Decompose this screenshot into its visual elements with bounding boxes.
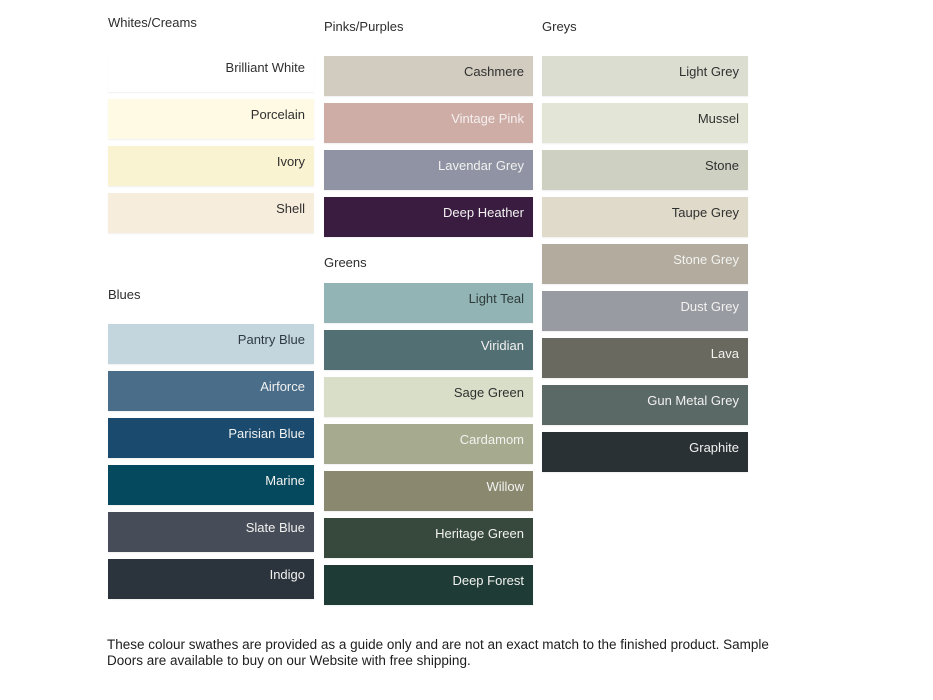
- colour-group-whites-creams: Whites/Creams Brilliant White Porcelain Ivo…: [108, 16, 314, 233]
- swatch-deep-forest: Deep Forest: [324, 565, 533, 605]
- swatch-label: Lava: [710, 346, 739, 361]
- swatch-label: Airforce: [260, 379, 305, 394]
- swatch-label: Willow: [486, 479, 524, 494]
- group-heading-blues: Blues: [108, 287, 141, 302]
- swatch-label: Brilliant White: [225, 60, 305, 75]
- disclaimer-line-1: These colour swathes are provided as a g…: [107, 637, 769, 652]
- colour-group-greys: Greys Light Grey Mussel Stone Taupe Grey Ston…: [542, 20, 748, 472]
- swatch-label: Stone Grey: [673, 252, 739, 267]
- swatch-label: Cardamom: [459, 432, 524, 447]
- swatch-vintage-pink: Vintage Pink: [324, 103, 533, 143]
- swatch-mussel: Mussel: [542, 103, 748, 143]
- colour-group-blues: Blues Pantry Blue Airforce Parisian Blue Mar…: [108, 288, 314, 599]
- swatch-label: Stone: [705, 158, 739, 173]
- group-heading-greens: Greens: [324, 255, 367, 270]
- swatch-label: Lavendar Grey: [438, 158, 524, 173]
- colour-group-pinks-purples: Pinks/Purples Cashmere Vintage Pink Lavenda…: [324, 20, 533, 237]
- swatch-graphite: Graphite: [542, 432, 748, 472]
- swatch-label: Gun Metal Grey: [647, 393, 739, 408]
- swatch-label: Marine: [265, 473, 305, 488]
- group-heading-greys: Greys: [542, 19, 577, 34]
- group-heading-whites-creams: Whites/Creams: [108, 15, 197, 30]
- swatch-dust-grey: Dust Grey: [542, 291, 748, 331]
- swatch-label: Viridian: [480, 338, 524, 353]
- swatch-brilliant-white: Brilliant White: [108, 52, 314, 92]
- disclaimer-line-2: Doors are available to buy on our Websit…: [107, 652, 471, 668]
- swatch-shell: Shell: [108, 193, 314, 233]
- column-greys: Greys Light Grey Mussel Stone Taupe Grey Ston…: [542, 0, 748, 479]
- swatch-slate-blue: Slate Blue: [108, 512, 314, 552]
- column-whites-and-blues: Whites/Creams Brilliant White Porcelain Ivo…: [108, 0, 314, 606]
- swatch-label: Graphite: [689, 440, 739, 455]
- swatch-label: Pantry Blue: [237, 332, 305, 347]
- swatch-label: Deep Heather: [443, 205, 524, 220]
- swatch-ivory: Ivory: [108, 146, 314, 186]
- swatch-indigo: Indigo: [108, 559, 314, 599]
- swatch-label: Vintage Pink: [451, 111, 524, 126]
- swatch-airforce: Airforce: [108, 371, 314, 411]
- swatch-label: Sage Green: [453, 385, 524, 400]
- swatch-deep-heather: Deep Heather: [324, 197, 533, 237]
- swatch-label: Light Grey: [679, 64, 739, 79]
- swatch-sage-green: Sage Green: [324, 377, 533, 417]
- swatch-stone: Stone: [542, 150, 748, 190]
- swatch-gun-metal-grey: Gun Metal Grey: [542, 385, 748, 425]
- swatch-label: Slate Blue: [245, 520, 305, 535]
- swatch-label: Parisian Blue: [228, 426, 305, 441]
- swatch-marine: Marine: [108, 465, 314, 505]
- swatch-label: Deep Forest: [452, 573, 524, 588]
- swatch-taupe-grey: Taupe Grey: [542, 197, 748, 237]
- swatch-label: Dust Grey: [680, 299, 739, 314]
- swatch-label: Indigo: [269, 567, 305, 582]
- swatch-parisian-blue: Parisian Blue: [108, 418, 314, 458]
- swatch-light-grey: Light Grey: [542, 56, 748, 96]
- disclaimer-text: These colour swathes are provided as a g…: [107, 637, 772, 668]
- swatch-label: Mussel: [697, 111, 739, 126]
- swatch-stone-grey: Stone Grey: [542, 244, 748, 284]
- swatch-lava: Lava: [542, 338, 748, 378]
- swatch-label: Ivory: [276, 154, 305, 169]
- colour-group-greens: Greens Light Teal Viridian Sage Green Cardam…: [324, 256, 533, 605]
- swatch-label: Taupe Grey: [671, 205, 739, 220]
- swatch-cardamom: Cardamom: [324, 424, 533, 464]
- group-heading-pinks-purples: Pinks/Purples: [324, 19, 404, 34]
- swatch-label: Cashmere: [464, 64, 524, 79]
- swatch-label: Heritage Green: [435, 526, 524, 541]
- swatch-willow: Willow: [324, 471, 533, 511]
- swatch-viridian: Viridian: [324, 330, 533, 370]
- column-pinks-and-greens: Pinks/Purples Cashmere Vintage Pink Lavenda…: [324, 0, 533, 612]
- swatch-label: Light Teal: [468, 291, 524, 306]
- swatch-light-teal: Light Teal: [324, 283, 533, 323]
- swatch-label: Shell: [276, 201, 305, 216]
- swatch-cashmere: Cashmere: [324, 56, 533, 96]
- swatch-heritage-green: Heritage Green: [324, 518, 533, 558]
- swatch-lavendar-grey: Lavendar Grey: [324, 150, 533, 190]
- swatch-pantry-blue: Pantry Blue: [108, 324, 314, 364]
- swatch-porcelain: Porcelain: [108, 99, 314, 139]
- swatch-label: Porcelain: [250, 107, 305, 122]
